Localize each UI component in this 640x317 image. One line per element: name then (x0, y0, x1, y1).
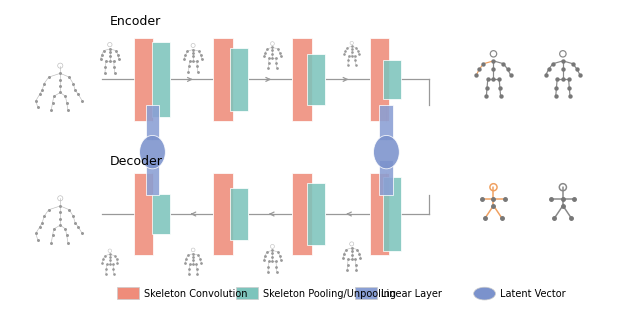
Bar (383, 177, 401, 251)
Text: Skeleton Pooling/Unpooling: Skeleton Pooling/Unpooling (262, 289, 396, 299)
Bar (213, 173, 233, 255)
Bar (236, 287, 257, 300)
Bar (145, 160, 159, 195)
Bar (230, 189, 248, 240)
Bar (383, 60, 401, 99)
Bar (380, 160, 394, 195)
Ellipse shape (140, 135, 165, 169)
Bar (145, 105, 159, 140)
Ellipse shape (474, 287, 495, 300)
Bar (369, 173, 389, 255)
Text: Encoder: Encoder (110, 15, 161, 28)
Text: Skeleton Convolution: Skeleton Convolution (143, 289, 247, 299)
Bar (152, 42, 170, 117)
Bar (292, 173, 312, 255)
Bar (307, 183, 325, 245)
Text: Linear Layer: Linear Layer (381, 289, 442, 299)
Bar (380, 105, 394, 140)
Bar (355, 287, 376, 300)
Bar (152, 194, 170, 234)
Bar (134, 173, 154, 255)
Bar (369, 38, 389, 121)
Bar (307, 54, 325, 105)
Text: Latent Vector: Latent Vector (500, 289, 566, 299)
Bar (213, 38, 233, 121)
Text: Decoder: Decoder (110, 155, 163, 168)
Bar (116, 287, 139, 300)
Ellipse shape (374, 135, 399, 169)
Bar (292, 38, 312, 121)
Bar (134, 38, 154, 121)
Bar (230, 48, 248, 111)
